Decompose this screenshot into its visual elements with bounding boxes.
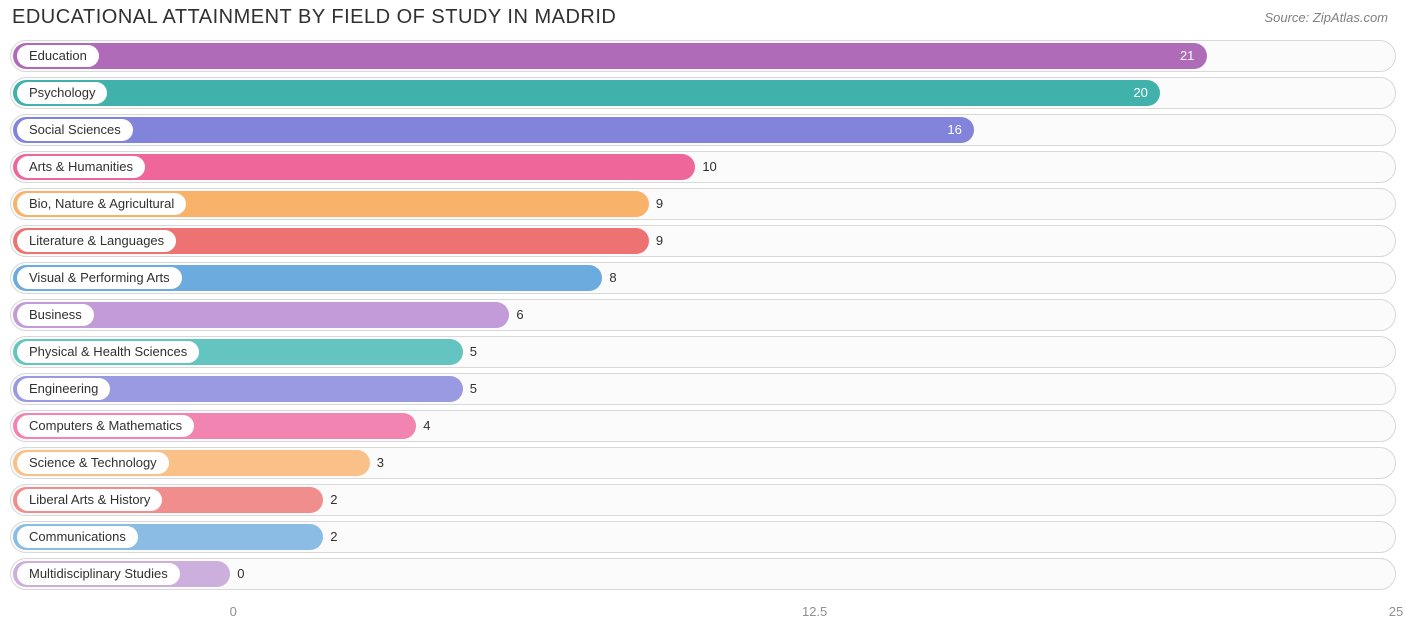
- x-axis-tick: 12.5: [802, 604, 827, 619]
- bar-value-label: 6: [516, 299, 523, 331]
- bar-value-label: 5: [470, 373, 477, 405]
- bar-value-label: 5: [470, 336, 477, 368]
- bar-value-label: 4: [423, 410, 430, 442]
- bar-value-label: 10: [702, 151, 716, 183]
- bar-row: Multidisciplinary Studies 0: [10, 558, 1396, 590]
- chart-area: Education21Psychology20Social Sciences16…: [10, 40, 1396, 602]
- bar-row: Visual & Performing Arts 8: [10, 262, 1396, 294]
- bar-value-label: 2: [330, 521, 337, 553]
- bar-value-label: 9: [656, 225, 663, 257]
- bar-category-pill: Liberal Arts & History: [17, 489, 162, 511]
- bar-row: Physical & Health Sciences 5: [10, 336, 1396, 368]
- bar-row: Liberal Arts & History 2: [10, 484, 1396, 516]
- bar-category-pill: Engineering: [17, 378, 110, 400]
- bar-row: Science & Technology 3: [10, 447, 1396, 479]
- bar-row: Social Sciences 16: [10, 114, 1396, 146]
- bar-fill: [13, 43, 1207, 69]
- bar-row: Literature & Languages 9: [10, 225, 1396, 257]
- bar-category-pill: Social Sciences: [17, 119, 133, 141]
- bar-row: Arts & Humanities 10: [10, 151, 1396, 183]
- bar-category-pill: Business: [17, 304, 94, 326]
- bar-category-pill: Multidisciplinary Studies: [17, 563, 180, 585]
- chart-title: EDUCATIONAL ATTAINMENT BY FIELD OF STUDY…: [12, 6, 616, 29]
- bar-row: Bio, Nature & Agricultural 9: [10, 188, 1396, 220]
- bar-value-label: 9: [656, 188, 663, 220]
- x-axis-tick: 0: [230, 604, 237, 619]
- bar-category-pill: Science & Technology: [17, 452, 169, 474]
- bar-value-label: 16: [947, 114, 961, 146]
- chart-source: Source: ZipAtlas.com: [1264, 10, 1388, 25]
- bar-value-label: 21: [1180, 40, 1194, 72]
- bar-category-pill: Visual & Performing Arts: [17, 267, 182, 289]
- bar-fill: [13, 117, 974, 143]
- bar-category-pill: Psychology: [17, 82, 107, 104]
- bar-category-pill: Arts & Humanities: [17, 156, 145, 178]
- bar-category-pill: Literature & Languages: [17, 230, 176, 252]
- bar-row: Psychology 20: [10, 77, 1396, 109]
- bar-value-label: 8: [609, 262, 616, 294]
- bar-row: Engineering 5: [10, 373, 1396, 405]
- bar-row: Business 6: [10, 299, 1396, 331]
- bar-category-pill: Education: [17, 45, 99, 67]
- bar-value-label: 3: [377, 447, 384, 479]
- bar-value-label: 2: [330, 484, 337, 516]
- bar-value-label: 0: [237, 558, 244, 590]
- bar-value-label: 20: [1133, 77, 1147, 109]
- bar-category-pill: Communications: [17, 526, 138, 548]
- bar-row: Communications 2: [10, 521, 1396, 553]
- x-axis: 012.525: [10, 604, 1396, 624]
- bar-category-pill: Physical & Health Sciences: [17, 341, 199, 363]
- x-axis-tick: 25: [1389, 604, 1403, 619]
- bar-category-pill: Computers & Mathematics: [17, 415, 194, 437]
- bar-row: Computers & Mathematics 4: [10, 410, 1396, 442]
- bar-fill: [13, 80, 1160, 106]
- bar-row: Education 21: [10, 40, 1396, 72]
- bar-category-pill: Bio, Nature & Agricultural: [17, 193, 186, 215]
